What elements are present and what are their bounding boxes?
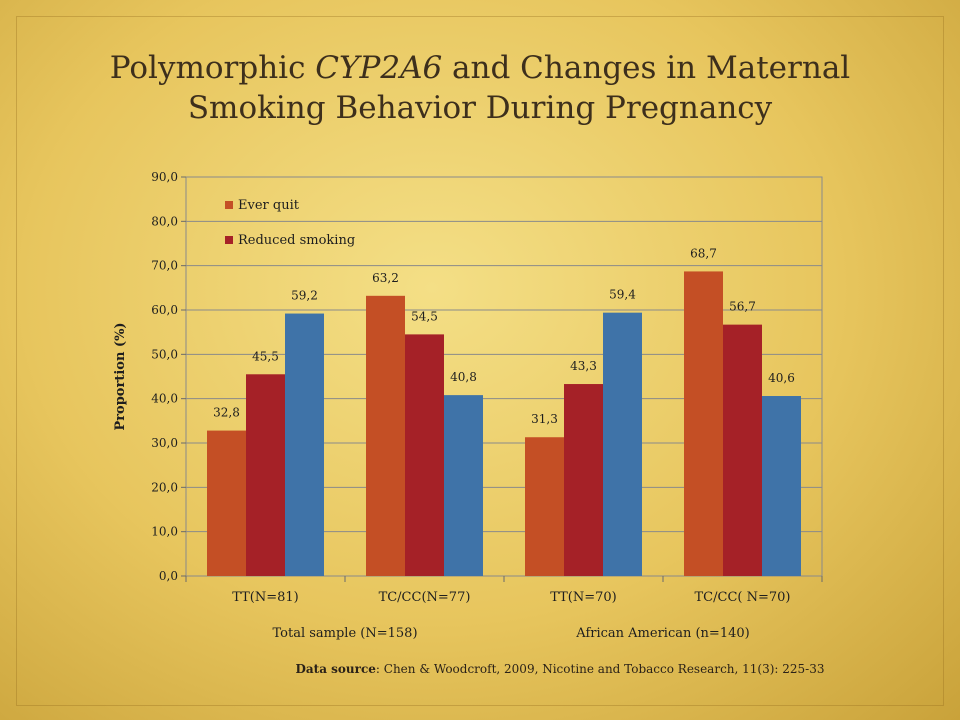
bar-chart: 0,0 10,0 20,0 30,0 40,0 50,0 60,0 70,0 80,0 90,0 P… [113,170,823,641]
title-text-1: Polymorphic [109,50,316,86]
y-tick-label: 30,0 [151,436,178,450]
data-label: 45,5 [252,349,279,363]
y-tick-label: 80,0 [151,214,178,228]
data-source-text: : Chen & Woodcroft, 2009, Nicotine and T… [375,662,825,676]
data-label: 32,8 [213,406,240,420]
legend-label: Reduced smoking [238,233,355,248]
x-category-label: TC/CC(N=77) [379,590,471,605]
slide-frame [16,16,944,706]
data-label: 40,8 [450,370,477,384]
x-category-label: TT(N=81) [232,590,299,605]
y-tick-label: 40,0 [151,392,178,406]
data-label: 40,6 [768,371,795,385]
y-tick-label: 90,0 [151,170,178,184]
y-tick-label: 20,0 [151,480,178,494]
y-axis-label: Proportion (%) [113,322,128,430]
y-tick-label: 60,0 [151,303,178,317]
bar [525,437,564,576]
x-group-label: Total sample (N=158) [272,626,417,641]
bar [564,384,603,576]
data-label: 54,5 [411,309,438,323]
data-source-label: Data source [295,662,376,676]
data-label: 59,4 [609,288,636,302]
y-tick-label: 50,0 [151,347,178,361]
data-source: Data source: Chen & Woodcroft, 2009, Nic… [0,662,960,676]
data-label: 68,7 [690,246,717,260]
bar [603,312,642,576]
bar [762,396,801,576]
title-gene-name: CYP2A6 [315,50,443,86]
x-category-label: TC/CC( N=70) [695,590,791,605]
y-tick-label: 10,0 [151,525,178,539]
legend-swatch [225,236,233,244]
x-category-label: TT(N=70) [550,590,617,605]
slide-title: Polymorphic CYP2A6 and Changes in Matern… [40,48,920,128]
legend-label: Ever quit [238,198,300,213]
legend-swatch [225,201,233,209]
bar [444,395,483,576]
bar [684,271,723,576]
data-label: 59,2 [291,289,318,303]
data-label: 43,3 [570,359,597,373]
title-text-2: and Changes in Maternal [442,50,851,86]
data-label: 63,2 [372,271,399,285]
x-group-label: African American (n=140) [575,626,749,641]
bar [246,374,285,576]
bar [285,313,324,576]
bar [405,334,444,576]
title-line-2: Smoking Behavior During Pregnancy [187,90,773,126]
data-label: 31,3 [531,412,558,426]
y-tick-label: 0,0 [159,569,178,583]
bar [723,324,762,576]
bar [207,430,246,576]
y-tick-label: 70,0 [151,259,178,273]
data-label: 56,7 [729,300,756,314]
bar [366,295,405,576]
